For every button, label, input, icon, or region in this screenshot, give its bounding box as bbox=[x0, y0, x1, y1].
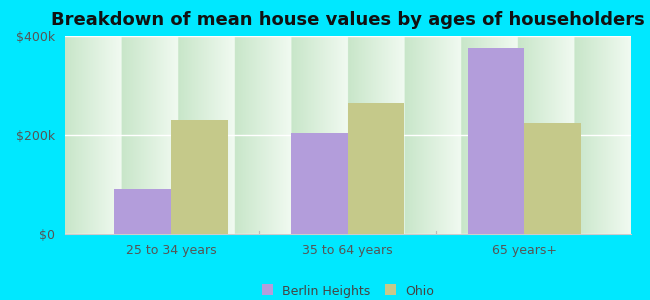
Bar bbox=[114, 190, 171, 234]
Title: Breakdown of mean house values by ages of householders: Breakdown of mean house values by ages o… bbox=[51, 11, 645, 29]
Bar bbox=[348, 103, 404, 234]
Bar bbox=[525, 123, 581, 234]
Bar bbox=[291, 133, 348, 234]
Legend: Berlin Heights, Ohio: Berlin Heights, Ohio bbox=[257, 280, 439, 300]
Bar bbox=[171, 120, 228, 234]
Bar bbox=[468, 48, 525, 234]
